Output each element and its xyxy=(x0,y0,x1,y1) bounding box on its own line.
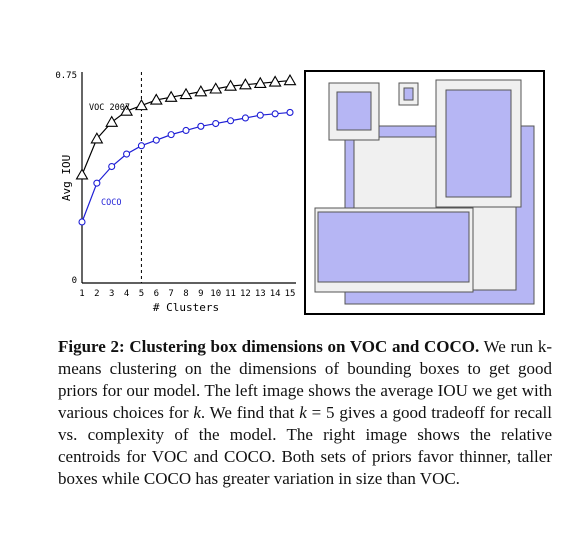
x-tick-label: 9 xyxy=(198,289,203,299)
caption-k-1: k xyxy=(193,403,201,422)
caption-eq: = 5 xyxy=(306,403,335,422)
voc-data-point xyxy=(164,90,178,102)
voc-data-point xyxy=(120,104,134,116)
y-axis-label: Avg IOU xyxy=(60,155,73,201)
x-tick-label: 1 xyxy=(79,289,84,299)
x-tick-label: 6 xyxy=(154,289,159,299)
coco-data-point xyxy=(93,179,101,187)
avg-iou-chart: 0.75 0 Avg IOU # Clusters 1 2 3 4 5 6 7 8 9 10 11 1… xyxy=(55,71,297,314)
voc-data-point xyxy=(179,87,193,100)
centroid-box-coco-wide xyxy=(317,211,470,283)
coco-data-point xyxy=(167,131,175,139)
caption-k-2: k xyxy=(299,403,307,422)
x-tick-label: 2 xyxy=(94,289,99,299)
coco-data-point xyxy=(152,136,160,144)
coco-data-point xyxy=(78,218,86,226)
x-tick-label: 10 xyxy=(210,289,221,299)
figure-2: 0.75 0 Avg IOU # Clusters 1 2 3 4 5 6 7 8 9 10 11 1… xyxy=(55,70,545,315)
voc-data-point xyxy=(209,82,223,94)
caption-body-2: . We find that xyxy=(200,403,300,422)
x-tick-label: 3 xyxy=(109,289,114,299)
coco-data-point xyxy=(241,114,249,122)
y-tick-top: 0.75 xyxy=(55,71,77,81)
coco-series-label: COCO xyxy=(101,198,121,208)
voc-data-point xyxy=(105,115,119,127)
voc-data-point xyxy=(194,85,208,97)
x-tick-label: 7 xyxy=(168,289,173,299)
x-axis-label: # Clusters xyxy=(153,301,219,314)
coco-data-point xyxy=(271,110,279,118)
coco-data-point xyxy=(123,150,131,158)
x-tick-label: 13 xyxy=(255,289,266,299)
coco-data-point xyxy=(286,108,294,116)
coco-data-point xyxy=(227,117,235,125)
x-tick-label: 14 xyxy=(270,289,281,299)
figure-caption: Figure 2: Clustering box dimensions on V… xyxy=(58,336,552,490)
x-tick-label: 8 xyxy=(183,289,188,299)
voc-data-point xyxy=(238,78,252,90)
coco-data-point xyxy=(197,122,205,130)
x-tick-label: 12 xyxy=(240,289,251,299)
caption-title: Clustering box dimensions on VOC and COC… xyxy=(129,337,480,356)
x-tick-label: 5 xyxy=(139,289,144,299)
centroid-box-coco-small xyxy=(403,87,414,101)
coco-data-point xyxy=(108,162,116,171)
voc-data-point xyxy=(224,79,238,91)
caption-body-3: gives a good tradeoff for recall vs. com… xyxy=(58,403,552,488)
centroid-box-coco-tall xyxy=(445,89,512,198)
x-tick-label: 11 xyxy=(225,289,236,299)
series-layer xyxy=(75,73,297,226)
caption-label: Figure 2: xyxy=(58,337,125,356)
voc-data-point xyxy=(134,98,148,111)
coco-data-point xyxy=(212,119,220,128)
voc-data-point xyxy=(268,75,282,87)
voc-data-point xyxy=(90,132,104,144)
caption-body-1: We run k-means clustering on the dimensi… xyxy=(58,337,552,422)
centroid-diagram xyxy=(304,70,545,315)
voc-data-point xyxy=(253,76,267,88)
voc-data-point xyxy=(283,73,297,86)
voc-data-point xyxy=(149,93,163,105)
coco-data-point xyxy=(182,126,190,135)
coco-data-point xyxy=(256,111,264,119)
x-tick-label: 4 xyxy=(124,289,129,299)
x-tick-labels: 1 2 3 4 5 6 7 8 9 10 11 12 13 14 15 xyxy=(79,289,295,299)
x-tick-label: 15 xyxy=(285,289,296,299)
coco-data-point xyxy=(137,142,145,150)
voc-data-point xyxy=(75,168,89,180)
centroid-box-coco-medium xyxy=(336,91,372,131)
y-tick-bottom: 0 xyxy=(72,276,77,286)
voc-series-label: VOC 2007 xyxy=(89,103,130,113)
